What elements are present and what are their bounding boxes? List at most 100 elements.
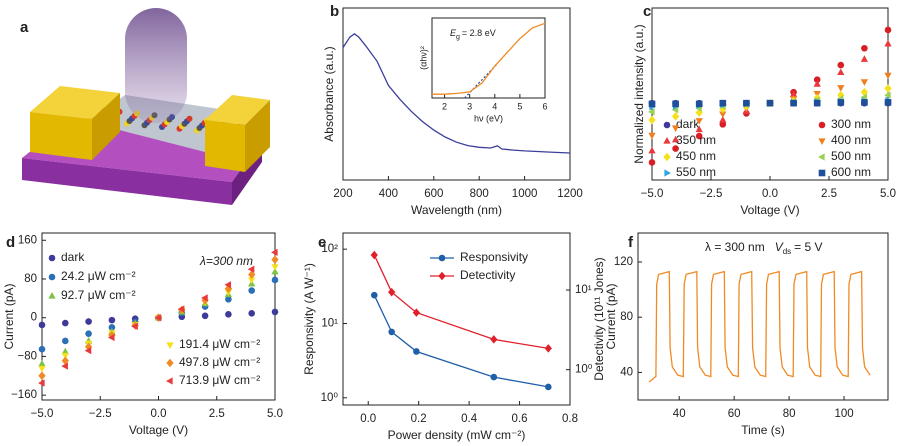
legend-marker xyxy=(48,292,56,299)
marker xyxy=(719,121,727,128)
marker xyxy=(719,104,727,114)
legend-label: 450 nm xyxy=(676,149,716,163)
marker xyxy=(766,99,774,107)
marker xyxy=(860,79,869,86)
marker xyxy=(154,314,162,322)
y-axis-label: Normalized intensity (a.u.) xyxy=(632,24,646,163)
marker xyxy=(38,359,46,367)
light-beam xyxy=(125,8,187,123)
y-axis-label: Absorbance (a.u.) xyxy=(322,46,336,141)
legend-label: 500 nm xyxy=(831,149,871,163)
annotation-subscript: ds xyxy=(783,247,791,256)
legend-label: 24.2 μW cm⁻² xyxy=(61,269,136,283)
marker xyxy=(271,264,279,271)
marker xyxy=(490,373,498,381)
marker xyxy=(648,146,656,154)
marker xyxy=(837,99,845,106)
marker xyxy=(201,294,208,302)
x-tick-label: 5.0 xyxy=(267,408,283,420)
marker xyxy=(648,115,656,125)
x-tick-label: 400 xyxy=(379,188,398,200)
marker xyxy=(648,100,656,108)
marker xyxy=(695,132,703,140)
marker xyxy=(837,68,845,76)
panel-label: a xyxy=(20,19,29,36)
illustration: a xyxy=(20,8,270,205)
x-tick-label: 6 xyxy=(542,101,547,111)
marker xyxy=(108,316,116,324)
marker xyxy=(837,61,845,69)
marker xyxy=(671,125,680,132)
x-tick-label: 0.0 xyxy=(360,413,376,425)
panel-label: e xyxy=(318,234,326,251)
x-axis-label: Wavelength (nm) xyxy=(411,203,502,217)
marker xyxy=(247,265,255,273)
annotation: λ = 300 nm Vds = 5 V xyxy=(705,240,823,256)
marker xyxy=(884,91,891,99)
x-tick-label: 5 xyxy=(517,101,522,111)
x-tick-label: 2 xyxy=(442,101,447,111)
legend-marker xyxy=(48,273,56,281)
marker xyxy=(38,345,46,353)
x-tick-label: 1200 xyxy=(557,188,583,200)
marker xyxy=(61,362,68,370)
y-tick-label: 120 xyxy=(614,256,633,268)
marker xyxy=(271,308,279,316)
substrate-front xyxy=(22,158,232,205)
plot-frame xyxy=(637,232,889,401)
legend-marker xyxy=(818,138,826,145)
marker xyxy=(248,270,256,279)
marker xyxy=(388,287,396,297)
marker xyxy=(648,132,656,140)
y-tick-label: −160 xyxy=(11,389,37,401)
annotation-text: = 5 V xyxy=(794,240,822,254)
legend-marker xyxy=(818,153,825,161)
legend-label: 497.8 μW cm⁻² xyxy=(179,355,260,369)
marker xyxy=(370,250,378,260)
marker xyxy=(62,337,69,345)
marker xyxy=(837,90,845,100)
marker xyxy=(38,365,46,373)
legend-marker xyxy=(166,358,174,368)
x-tick-label: 2.5 xyxy=(209,408,225,420)
legend-label: 400 nm xyxy=(831,133,871,147)
marker xyxy=(271,267,279,275)
x-tick-label: 0.4 xyxy=(461,413,478,425)
atom xyxy=(186,115,193,122)
x-tick-label: 2.5 xyxy=(821,188,837,200)
marker xyxy=(248,277,256,284)
y-axis-label: Responsivity (A W⁻¹) xyxy=(302,263,316,375)
y-tick-label: 80 xyxy=(620,311,633,323)
marker xyxy=(860,87,869,97)
panel-label: b xyxy=(330,3,339,20)
marker xyxy=(719,116,727,123)
legend-marker xyxy=(818,169,826,177)
y-tick-label: 10² xyxy=(321,243,338,255)
annotation: λ=300 nm xyxy=(199,254,253,268)
marker xyxy=(131,322,138,331)
x-tick-label: 3 xyxy=(467,101,472,111)
legend-marker xyxy=(438,271,446,281)
marker xyxy=(884,72,892,80)
panel-label: d xyxy=(6,234,15,251)
marker xyxy=(62,319,69,327)
legend-label: dark xyxy=(676,117,700,131)
marker xyxy=(84,346,92,355)
marker xyxy=(177,305,185,313)
x-tick-label: −2.5 xyxy=(89,408,112,420)
marker xyxy=(271,255,279,264)
y-axis-label: Current (pA) xyxy=(604,283,618,349)
marker xyxy=(884,84,892,93)
marker xyxy=(225,311,232,318)
legend-marker xyxy=(663,152,671,162)
marker xyxy=(813,76,821,84)
marker xyxy=(413,348,420,355)
marker xyxy=(85,330,92,337)
y2-axis-label: Detectivity (10¹¹ Jones) xyxy=(592,257,606,380)
annotation: Eg = 2.8 eV xyxy=(450,28,496,40)
x-tick-label: 0.8 xyxy=(562,413,578,425)
x-tick-label: 60 xyxy=(728,408,741,420)
legend-marker xyxy=(166,377,173,385)
legend-label: 350 nm xyxy=(676,133,716,147)
y-tick-label: 10⁰ xyxy=(321,392,339,404)
